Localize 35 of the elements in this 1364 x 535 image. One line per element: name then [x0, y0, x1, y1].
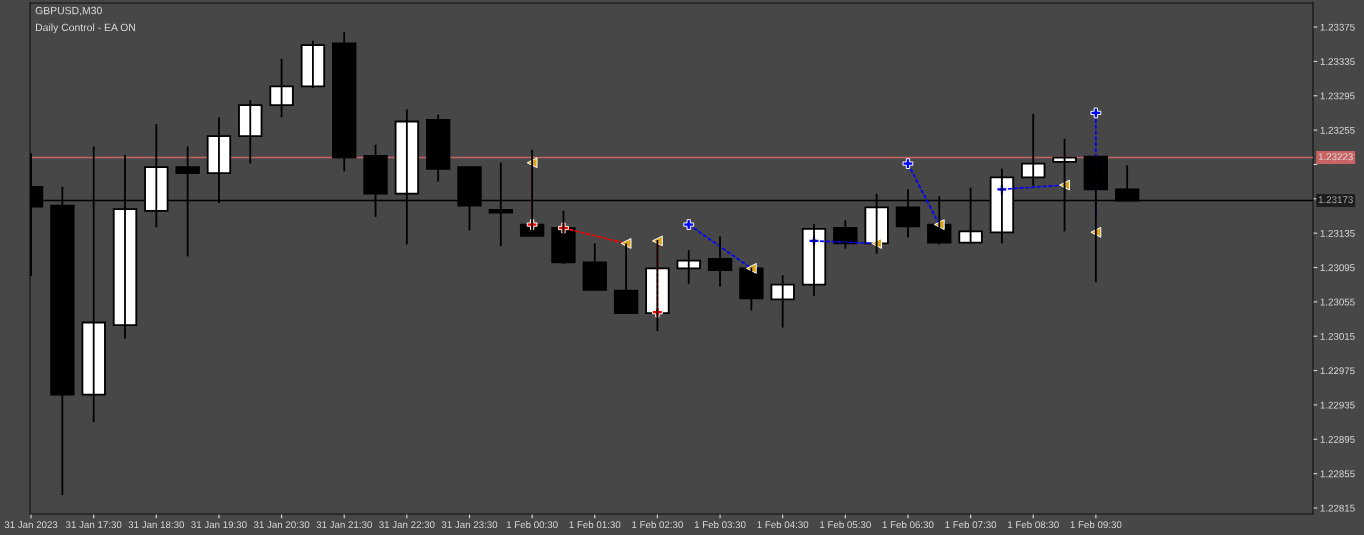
x-tick-label: 31 Jan 21:30 — [316, 521, 372, 529]
chart-title: GBPUSD,M30 — [35, 6, 102, 16]
x-tick-label: 31 Jan 20:30 — [253, 521, 310, 529]
y-tick-label: 1.23255 — [1320, 126, 1355, 134]
y-tick-label: 1.23375 — [1320, 23, 1355, 31]
x-tick-label: 31 Jan 19:30 — [191, 521, 247, 529]
ref-line-label: 1.23173 — [1318, 196, 1353, 204]
y-tick-label: 1.23015 — [1320, 332, 1355, 340]
x-tick-label: 31 Jan 18:30 — [128, 521, 185, 529]
x-tick-label: 1 Feb 00:30 — [506, 520, 558, 529]
x-tick-label: 1 Feb 03:30 — [694, 520, 746, 529]
y-tick-label: 1.22975 — [1320, 367, 1355, 375]
x-tick-label: 1 Feb 02:30 — [632, 520, 683, 529]
x-tick-label: 1 Feb 05:30 — [820, 520, 871, 529]
x-tick-label: 1 Feb 04:30 — [757, 520, 809, 529]
x-tick-label: 1 Feb 06:30 — [882, 520, 934, 529]
y-tick-label: 1.22935 — [1320, 401, 1355, 409]
y-tick-label: 1.23295 — [1320, 92, 1355, 100]
x-tick-label: 31 Jan 22:30 — [379, 521, 435, 529]
x-tick-label: 1 Feb 07:30 — [945, 520, 997, 529]
x-tick-label: 1 Feb 09:30 — [1070, 520, 1122, 529]
y-tick-label: 1.23055 — [1320, 298, 1355, 306]
y-tick-label: 1.23135 — [1320, 229, 1355, 237]
x-tick-label: 31 Jan 17:30 — [65, 521, 122, 529]
x-tick-label: 1 Feb 08:30 — [1008, 520, 1059, 529]
y-tick-label: 1.22815 — [1320, 504, 1355, 512]
y-tick-label: 1.22895 — [1320, 436, 1355, 443]
ref-line-label: 1.23223 — [1318, 153, 1353, 161]
x-tick-label: 1 Feb 01:30 — [569, 520, 621, 529]
y-tick-label: 1.23095 — [1320, 264, 1355, 272]
y-tick-label: 1.23335 — [1320, 58, 1355, 66]
x-tick-label: 31 Jan 23:30 — [441, 521, 498, 529]
text: Daily Control - EA ON — [35, 23, 136, 34]
y-tick-label: 1.22855 — [1320, 470, 1355, 478]
x-tick-label: 31 Jan 2023 — [4, 521, 58, 529]
